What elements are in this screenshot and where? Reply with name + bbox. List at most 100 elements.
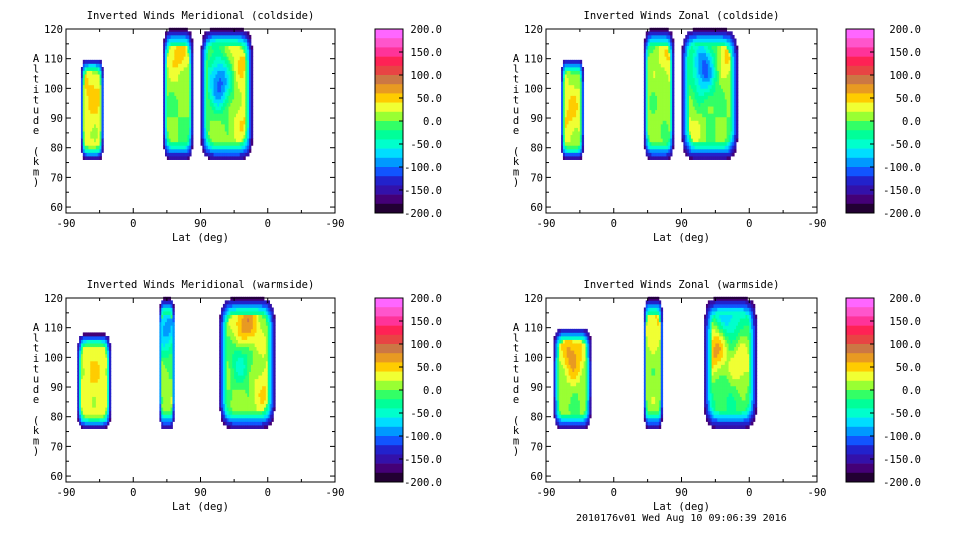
heatmap-cell bbox=[221, 371, 224, 376]
heatmap-cell bbox=[245, 84, 248, 89]
heatmap-cell bbox=[704, 56, 707, 61]
heatmap-cell bbox=[670, 134, 673, 139]
heatmap-cell bbox=[82, 141, 86, 146]
heatmap-cell bbox=[222, 325, 226, 330]
heatmap-cell bbox=[165, 66, 168, 71]
heatmap-cell bbox=[230, 59, 233, 64]
heatmap-cell bbox=[168, 152, 172, 157]
heatmap-cell bbox=[568, 81, 571, 86]
y-tick-label: 110 bbox=[524, 54, 543, 66]
heatmap-cell bbox=[722, 88, 726, 93]
heatmap-cell bbox=[94, 389, 97, 394]
heatmap-cell bbox=[86, 91, 89, 96]
heatmap-cell bbox=[86, 95, 89, 100]
heatmap-cell bbox=[728, 81, 731, 86]
heatmap-cell bbox=[722, 56, 726, 61]
heatmap-cell bbox=[715, 138, 718, 143]
heatmap-cell bbox=[200, 45, 203, 50]
heatmap-cell bbox=[728, 156, 731, 160]
colorbar-tick-label: 150.0 bbox=[889, 47, 921, 59]
heatmap-cell bbox=[728, 116, 731, 121]
heatmap-cell bbox=[700, 31, 703, 36]
heatmap-cell bbox=[643, 52, 647, 57]
heatmap-cell bbox=[170, 368, 173, 372]
heatmap-cell bbox=[88, 99, 91, 103]
heatmap-cell bbox=[704, 141, 707, 146]
heatmap-cell bbox=[213, 63, 216, 68]
heatmap-cell bbox=[683, 84, 686, 89]
heatmap-cell bbox=[711, 106, 714, 111]
heatmap-cell bbox=[168, 131, 172, 136]
heatmap-cell bbox=[82, 74, 86, 79]
heatmap-cell bbox=[647, 52, 650, 57]
heatmap-cell bbox=[165, 414, 168, 419]
heatmap-cell bbox=[245, 106, 248, 111]
heatmap-cell bbox=[577, 109, 581, 114]
heatmap-cell bbox=[166, 38, 170, 43]
heatmap-cell bbox=[666, 138, 669, 143]
heatmap-cell bbox=[243, 84, 246, 89]
heatmap-cell bbox=[715, 120, 718, 125]
colorbar-segment bbox=[846, 56, 874, 67]
heatmap-cell bbox=[170, 131, 173, 136]
heatmap-cell bbox=[219, 38, 222, 43]
heatmap-cell bbox=[241, 31, 244, 36]
heatmap-cell bbox=[721, 148, 724, 153]
heatmap-cell bbox=[183, 109, 186, 114]
heatmap-cell bbox=[711, 148, 714, 153]
heatmap-cell bbox=[704, 66, 707, 71]
heatmap-cell bbox=[92, 141, 95, 146]
heatmap-cell bbox=[237, 56, 241, 61]
heatmap-cell bbox=[574, 131, 577, 136]
heatmap-cell bbox=[237, 52, 241, 57]
heatmap-cell bbox=[185, 63, 188, 68]
heatmap-cell bbox=[224, 307, 228, 312]
colorbar-tick-label: -100.0 bbox=[883, 162, 921, 174]
heatmap-cell bbox=[97, 357, 101, 362]
heatmap-cell bbox=[99, 148, 102, 153]
heatmap-cell bbox=[163, 314, 166, 319]
heatmap-cell bbox=[568, 134, 571, 139]
heatmap-cell bbox=[685, 113, 688, 118]
heatmap-cell bbox=[698, 106, 701, 111]
heatmap-cell bbox=[170, 343, 173, 348]
heatmap-cell bbox=[696, 77, 699, 82]
heatmap-cell bbox=[206, 59, 209, 64]
y-axis-label-char: ( bbox=[513, 146, 519, 158]
heatmap-cell bbox=[570, 88, 573, 93]
heatmap-cell bbox=[719, 77, 722, 82]
heatmap-cell bbox=[222, 42, 226, 47]
heatmap-cell bbox=[176, 31, 179, 36]
heatmap-cell bbox=[222, 357, 226, 362]
heatmap-cell bbox=[215, 45, 218, 50]
heatmap-cell bbox=[572, 70, 575, 75]
heatmap-cell bbox=[204, 66, 207, 71]
heatmap-cell bbox=[705, 49, 709, 54]
heatmap-cell bbox=[561, 70, 564, 75]
heatmap-cell bbox=[241, 70, 244, 75]
heatmap-cell bbox=[179, 95, 183, 100]
heatmap-cell bbox=[166, 343, 170, 348]
heatmap-cell bbox=[105, 392, 108, 397]
heatmap-cell bbox=[715, 113, 718, 118]
heatmap-cell bbox=[672, 106, 675, 111]
heatmap-cell bbox=[232, 131, 235, 136]
heatmap-cell bbox=[228, 52, 231, 57]
heatmap-cell bbox=[166, 42, 170, 47]
heatmap-cell bbox=[655, 38, 658, 43]
heatmap-cell bbox=[657, 49, 660, 54]
heatmap-cell bbox=[730, 34, 733, 39]
heatmap-cell bbox=[568, 156, 571, 160]
heatmap-cell bbox=[241, 138, 244, 143]
heatmap-cell bbox=[702, 109, 705, 114]
chart-panel-2: Inverted Winds Zonal (coldside)120110100… bbox=[513, 10, 921, 244]
heatmap-cell bbox=[80, 77, 84, 82]
heatmap-cell bbox=[666, 49, 669, 54]
heatmap-cell bbox=[230, 77, 233, 82]
heatmap-cell bbox=[681, 99, 684, 103]
heatmap-cell bbox=[709, 109, 713, 114]
heatmap-cell bbox=[724, 49, 728, 54]
heatmap-cell bbox=[224, 403, 228, 408]
heatmap-cell bbox=[687, 84, 690, 89]
heatmap-cell bbox=[561, 88, 564, 93]
